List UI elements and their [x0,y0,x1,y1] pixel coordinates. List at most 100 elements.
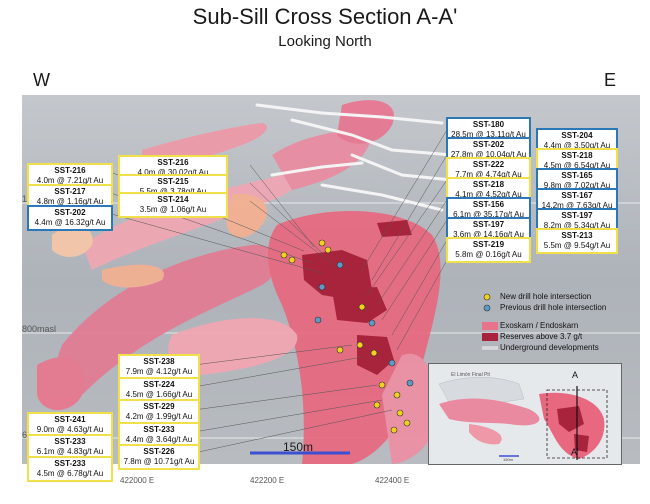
intercept-label: SST-233 4.4m @ 3.64g/t Au [118,421,200,448]
new-hole-marker [403,419,411,427]
elevation-label-mid: 800masl [22,324,57,334]
inset-graphic [429,364,621,464]
new-hole-marker [280,251,288,259]
reserves-swatch [482,333,498,341]
skarn-body [337,100,394,144]
drill-hole-id: SST-229 [143,402,175,411]
skarn-body [52,226,93,257]
east-label: E [604,70,617,90]
easting-label: 422200 E [250,476,285,485]
drill-hole-id: SST-197 [472,220,505,229]
leader-line [376,199,448,306]
underground-developments [255,103,454,212]
intercept-grade: 4.0m @ 30.02g/t Au [137,168,209,177]
drill-hole-id: SST-213 [561,231,593,240]
intercept-grade: 4.4m @ 3.50g/t Au [543,141,611,150]
legend-item-reserves: Reserves above 3.7 g/t [480,331,620,342]
inset-section-top: A [572,370,579,380]
skarn-body [226,194,268,238]
intercept-grade: 7.8m @ 10.71g/t Au [123,457,195,466]
skarn-body [142,123,267,166]
leader-line [193,344,353,366]
previous-hole-marker [483,304,491,312]
intercept-grade: 4.5m @ 6.54g/t Au [543,161,611,170]
drill-hole-id: SST-224 [143,379,175,389]
drill-hole-id: SST-222 [472,160,505,169]
drill-hole-id: SST-216 [157,158,189,167]
new-hole-marker [336,346,344,354]
new-hole-marker [358,303,366,311]
drill-intersections [280,239,414,434]
intercept-label: SST-226 7.8m @ 10.71g/t Au [118,444,200,470]
drill-hole-id: SST-218 [561,151,593,160]
drill-hole-id: SST-219 [472,240,505,249]
drill-hole-id: SST-215 [157,176,189,186]
intercept-grade: 4.5m @ 1.66g/t Au [125,389,193,399]
intercept-grade: 9.0m @ 4.63g/t Au [36,425,104,434]
underground-drift [255,103,444,125]
intercept-grade: 4.5m @ 6.78g/t Au [36,469,104,478]
drill-hole-id: SST-165 [561,171,593,180]
figure-title: Sub-Sill Cross Section A-A' [192,4,458,29]
underground-drift [290,118,454,157]
elevation-label-bottom: 6 [22,430,28,440]
intercept-grade: 4.8m @ 1.16g/t Au [36,197,104,206]
new-hole-marker [390,426,398,434]
drill-hole-id: SST-233 [54,437,86,446]
intercept-grade: 4.0m @ 7.21g/t Au [36,176,104,185]
inset-pit-outline [438,377,525,405]
leader-line [193,384,378,411]
underground-drift [270,161,364,177]
leader-line [361,129,448,271]
new-hole-marker [356,341,364,349]
previous-hole-marker [318,283,326,291]
drill-hole-id: SST-226 [143,447,175,456]
intercept-grade: 5.5m @ 9.54g/t Au [543,241,611,250]
intercept-grade: 3.6m @ 14.16g/t Au [453,230,524,239]
intercept-grade: 27.8m @ 10.04g/t Au [450,150,527,159]
intercept-grade: 4.2m @ 1.99g/t Au [125,412,193,421]
west-label: W [33,70,50,90]
drill-hole-id: SST-233 [54,459,86,468]
drill-hole-id: SST-167 [561,191,593,200]
legend: New drill hole intersection Previous dri… [480,291,620,353]
intercept-grade: 6.1m @ 35.17g/t Au [453,210,524,219]
drill-hole-id: SST-214 [157,195,189,204]
intercept-label: SST-214 3.5m @ 1.06g/t Au [118,192,228,218]
skarn-body [37,357,84,410]
skarn-body [55,244,279,398]
drill-hole-id: SST-197 [561,211,593,220]
inset-reserve [574,434,589,452]
legend-item-skarn: Exoskarn / Endoskarn [480,320,620,331]
intercept-grade: 4.4m @ 3.64g/t Au [125,434,193,444]
intercept-grade: 5.8m @ 0.16g/t Au [455,250,522,259]
leader-line [193,356,363,388]
previous-hole-marker [388,359,396,367]
intercept-grade: 7.9m @ 4.12g/t Au [125,367,193,376]
legend-item-previous: Previous drill hole intersection [480,302,620,313]
skarn-body [272,131,372,190]
inset-scale-label: 150m [503,457,514,462]
reserve-block [377,220,412,237]
skarn-swatch [482,322,498,330]
skarn-body [168,318,298,376]
skarn-body [102,264,164,288]
drill-hole-id: SST-217 [54,187,86,196]
leader-line [396,259,448,351]
new-hole-marker [483,293,491,301]
underground-swatch [482,346,498,350]
leader-line [193,399,383,433]
drill-hole-id: SST-202 [54,208,86,217]
drill-hole-id: SST-238 [143,357,175,366]
intercept-label: SST-219 5.8m @ 0.16g/t Au [446,237,531,263]
new-hole-marker [373,401,381,409]
previous-hole-marker [406,379,414,387]
leader-line [107,212,323,274]
legend-label: Exoskarn / Endoskarn [500,321,579,330]
drill-hole-id: SST-180 [472,120,505,129]
new-hole-marker [396,409,404,417]
scale-bar-label: 150m [283,440,314,454]
previous-hole-marker [336,261,344,269]
legend-label: Previous drill hole intersection [500,303,607,312]
